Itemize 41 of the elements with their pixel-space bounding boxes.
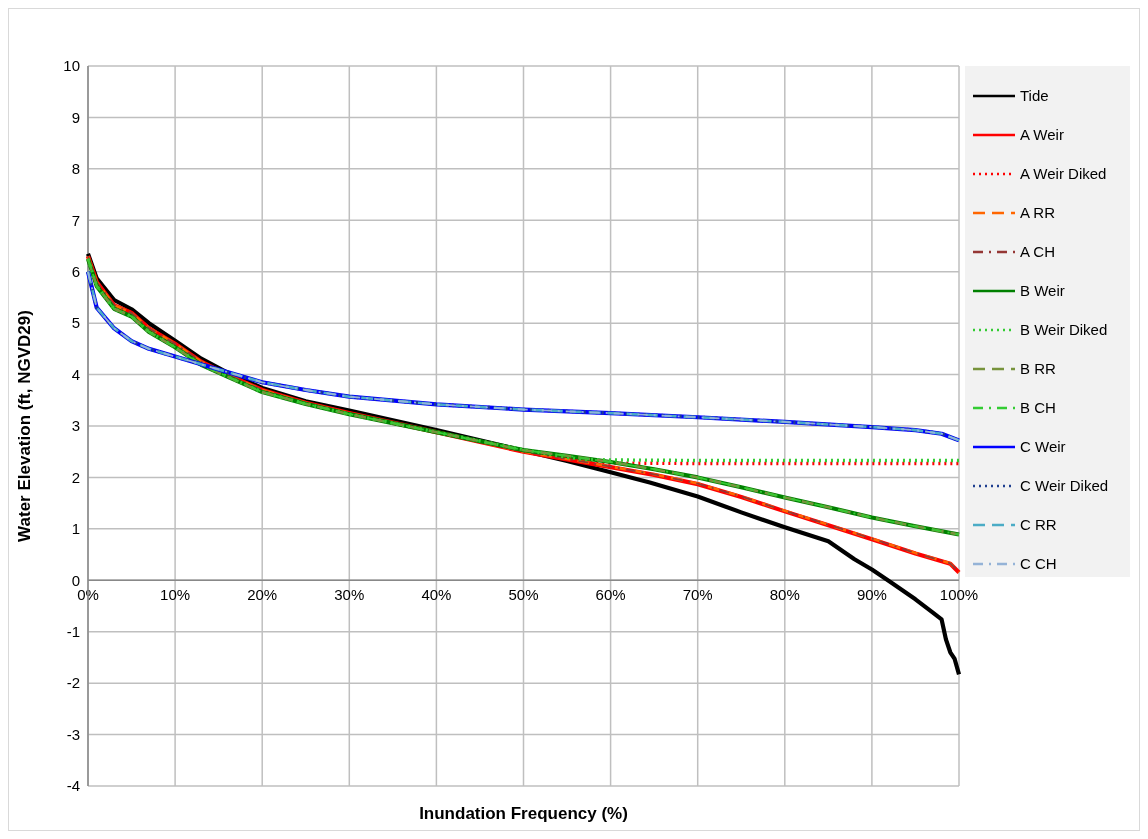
x-tick-label: 50% xyxy=(508,586,539,604)
legend-label: B Weir Diked xyxy=(1020,321,1108,339)
y-axis-title: Water Elevation (ft, NGVD29) xyxy=(15,310,34,542)
legend-label: A CH xyxy=(1020,243,1056,261)
x-tick-label: 40% xyxy=(421,586,452,604)
y-tick-label: 9 xyxy=(71,108,80,126)
y-tick-label: 5 xyxy=(71,314,80,332)
y-tick-label: 7 xyxy=(71,211,80,229)
legend-label: Tide xyxy=(1020,87,1049,105)
legend-label: B Weir xyxy=(1020,282,1065,300)
y-tick-label: 6 xyxy=(71,262,80,280)
y-tick-label: 4 xyxy=(71,365,80,383)
legend-label: B CH xyxy=(1020,399,1056,417)
legend-label: A Weir Diked xyxy=(1020,165,1107,183)
y-tick-label: 2 xyxy=(71,468,80,486)
x-tick-label: 30% xyxy=(334,586,365,604)
y-tick-label: 0 xyxy=(71,571,80,589)
x-tick-label: 70% xyxy=(682,586,713,604)
y-tick-label: -2 xyxy=(66,674,80,692)
y-tick-label: 1 xyxy=(71,520,80,538)
legend-label: C RR xyxy=(1020,516,1057,534)
legend-label: A Weir xyxy=(1020,126,1064,144)
legend-label: C Weir xyxy=(1020,438,1066,456)
y-tick-label: -3 xyxy=(66,725,80,743)
y-tick-label: -4 xyxy=(66,777,80,795)
y-tick-label: 3 xyxy=(71,417,80,435)
x-tick-label: 90% xyxy=(856,586,887,604)
x-tick-label: 20% xyxy=(247,586,278,604)
y-tick-label: 8 xyxy=(71,160,80,178)
y-tick-label: -1 xyxy=(66,622,80,640)
legend-label: A RR xyxy=(1020,204,1056,222)
x-axis-title: Inundation Frequency (%) xyxy=(419,804,628,823)
y-tick-label: 10 xyxy=(63,57,80,75)
legend-label: C CH xyxy=(1020,555,1057,573)
legend-label: B RR xyxy=(1020,360,1056,378)
x-tick-label: 80% xyxy=(769,586,800,604)
x-tick-label: 100% xyxy=(939,586,979,604)
legend-label: C Weir Diked xyxy=(1020,477,1109,495)
x-tick-label: 60% xyxy=(595,586,626,604)
x-tick-label: 0% xyxy=(77,586,99,604)
x-tick-label: 10% xyxy=(160,586,191,604)
